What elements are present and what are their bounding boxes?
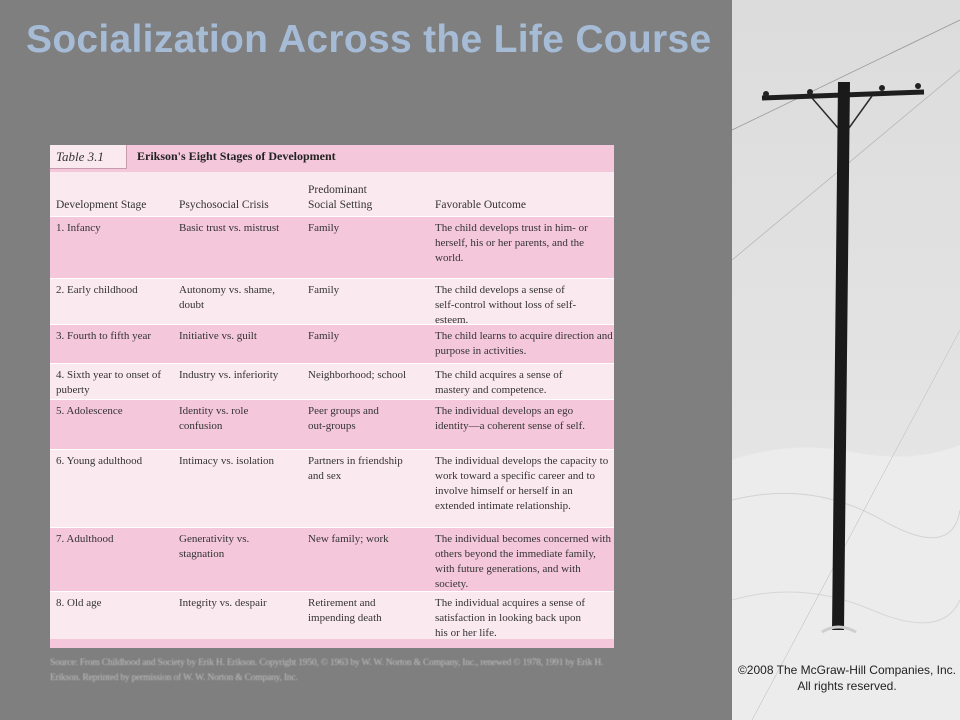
table-row: 2. Early childhood Autonomy vs. shame, d… [50, 278, 614, 326]
table-row: 4. Sixth year to onset of puberty Indust… [50, 363, 614, 399]
table-row: 5. Adolescence Identity vs. role confusi… [50, 399, 614, 449]
table-row: 6. Young adulthood Intimacy vs. isolatio… [50, 449, 614, 527]
table-row: 3. Fourth to fifth year Initiative vs. g… [50, 324, 614, 363]
copyright-notice: ©2008 The McGraw-Hill Companies, Inc. Al… [737, 663, 957, 693]
cell-outcome: The individual acquires a sense of satis… [435, 597, 585, 639]
table-row: 7. Adulthood Generativity vs. stagnation… [50, 527, 614, 591]
cell-crisis: Generativity vs. stagnation [179, 533, 250, 560]
cell-crisis: Intimacy vs. isolation [179, 455, 275, 467]
cell-stage: 4. Sixth year to onset of puberty [56, 369, 162, 396]
cell-setting: Family [308, 330, 340, 342]
col-header-outcome: Favorable Outcome [435, 199, 527, 211]
col-header-crisis: Psychosocial Crisis [179, 199, 269, 211]
cell-setting: New family; work [308, 533, 389, 545]
slide-title: Socialization Across the Life Course [26, 18, 712, 61]
col-header-stage: Development Stage [56, 199, 147, 211]
cell-setting: Neighborhood; school [308, 369, 407, 381]
cell-stage: 3. Fourth to fifth year [56, 330, 152, 342]
cell-outcome: The child develops trust in him- or hers… [435, 222, 588, 264]
cell-stage: 6. Young adulthood [56, 455, 143, 467]
table-number-label: Table 3.1 [50, 145, 127, 169]
cell-setting: Family [308, 284, 340, 296]
cell-crisis: Integrity vs. despair [179, 597, 267, 609]
table-row: 1. Infancy Basic trust vs. mistrust Fami… [50, 216, 614, 278]
cell-setting: Partners in friendship and sex [308, 455, 403, 482]
telephone-pole-image [732, 0, 960, 720]
erikson-table: Table 3.1 Erikson's Eight Stages of Deve… [50, 145, 614, 648]
cell-crisis: Initiative vs. guilt [179, 330, 257, 342]
cell-setting: Peer groups and out-groups [308, 405, 379, 432]
cell-stage: 5. Adolescence [56, 405, 123, 417]
cell-outcome: The individual develops an ego identity—… [435, 405, 585, 432]
cell-setting: Retirement and impending death [308, 597, 382, 624]
cell-crisis: Identity vs. role confusion [179, 405, 249, 432]
cell-outcome: The individual becomes concerned with ot… [435, 533, 611, 590]
telephone-pole-photo [732, 0, 960, 720]
cell-outcome: The child learns to acquire direction an… [435, 330, 613, 357]
cell-stage: 7. Adulthood [56, 533, 114, 545]
table-row: 8. Old age Integrity vs. despair Retirem… [50, 591, 614, 639]
cell-outcome: The child develops a sense of self-contr… [435, 284, 577, 326]
cell-setting: Family [308, 222, 340, 234]
cell-stage: 1. Infancy [56, 222, 101, 234]
table-source-note: Source: From Childhood and Society by Er… [50, 658, 604, 683]
cell-stage: 2. Early childhood [56, 284, 138, 296]
col-header-setting: Predominant Social Setting [308, 184, 373, 211]
cell-crisis: Basic trust vs. mistrust [179, 222, 280, 234]
cell-outcome: The child acquires a sense of mastery an… [435, 369, 563, 396]
cell-crisis: Industry vs. inferiority [179, 369, 279, 381]
column-headers: Development Stage Psychosocial Crisis Pr… [50, 172, 614, 216]
cell-outcome: The individual develops the capacity to … [435, 455, 609, 512]
table-header-bar: Table 3.1 Erikson's Eight Stages of Deve… [50, 145, 614, 172]
cell-crisis: Autonomy vs. shame, doubt [179, 284, 275, 311]
cell-stage: 8. Old age [56, 597, 102, 609]
table-caption: Erikson's Eight Stages of Development [137, 149, 336, 163]
